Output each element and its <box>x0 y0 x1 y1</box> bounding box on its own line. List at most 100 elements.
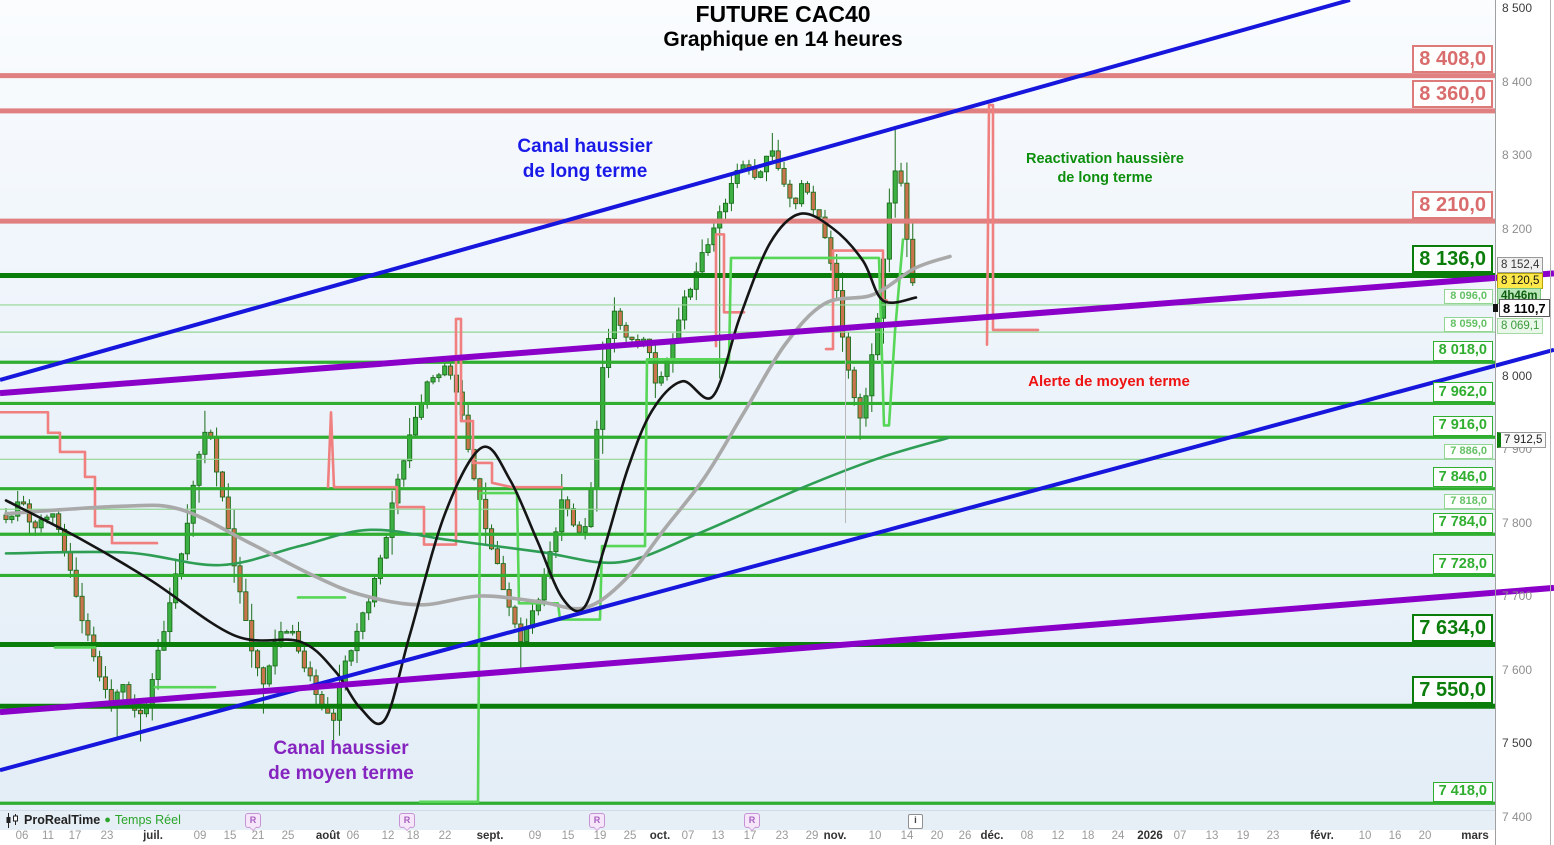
annotation-long-term-channel[interactable]: Canal haussier de long terme <box>517 136 653 183</box>
platform-branding: ProRealTime ● Temps Réel <box>5 812 181 828</box>
price-level-label[interactable]: 7 846,0 <box>1432 467 1493 488</box>
brand-name: ProRealTime <box>24 813 101 827</box>
axis-price-label: 7 500 <box>1502 736 1533 750</box>
axis-date-label: nov. <box>823 830 847 842</box>
axis-date-label: 23 <box>775 830 789 842</box>
axis-separator-line <box>1495 0 1496 845</box>
axis-date-label: 10 <box>1358 830 1372 842</box>
axis-date-label: 18 <box>1081 830 1095 842</box>
axis-date-label: déc. <box>980 830 1004 842</box>
axis-date-label: 16 <box>1388 830 1402 842</box>
axis-date-label: 26 <box>958 830 972 842</box>
axis-date-label: 24 <box>1111 830 1125 842</box>
price-level-label[interactable]: 8 018,0 <box>1432 340 1493 361</box>
price-level-label[interactable]: 8 210,0 <box>1412 190 1493 219</box>
chart-title: FUTURE CAC40 Graphique en 14 heures <box>583 1 983 52</box>
axis-price-label: 8 200 <box>1502 221 1533 236</box>
axis-date-label: 09 <box>193 830 207 842</box>
axis-price-label: 8 400 <box>1502 74 1533 89</box>
axis-date-label: 22 <box>438 830 452 842</box>
indicator-price-tag: 8 152,4 <box>1497 257 1544 273</box>
axis-date-label: 19 <box>1236 830 1250 842</box>
indicator-price-tag: 8 120,5 <box>1497 273 1544 289</box>
trend-channels-layer <box>0 0 1554 773</box>
price-level-label[interactable]: 7 916,0 <box>1432 415 1493 436</box>
axis-date-label: 21 <box>251 830 265 842</box>
annotation-medium-term-alert[interactable]: Alerte de moyen terme <box>1028 373 1190 390</box>
axis-date-label: 06 <box>346 830 360 842</box>
price-level-label[interactable]: 7 418,0 <box>1432 781 1493 802</box>
axis-date-label: 07 <box>681 830 695 842</box>
axis-date-label: 12 <box>1051 830 1065 842</box>
axis-date-label: 12 <box>381 830 395 842</box>
axis-date-label: 06 <box>15 830 29 842</box>
axis-date-label: 18 <box>406 830 420 842</box>
axis-date-label: 2026 <box>1137 830 1163 842</box>
axis-date-label: 29 <box>805 830 819 842</box>
annotation-medium-term-channel[interactable]: Canal haussier de moyen terme <box>268 738 414 785</box>
price-level-label[interactable]: 7 962,0 <box>1432 381 1493 402</box>
axis-date-label: 13 <box>711 830 725 842</box>
axis-date-label: 23 <box>1266 830 1280 842</box>
axis-price-label: 7 800 <box>1502 515 1533 530</box>
dividend-marker-r[interactable]: R <box>399 813 415 828</box>
last-price-tag: 8 110,7 <box>1493 299 1550 317</box>
price-level-label[interactable]: 7 784,0 <box>1432 512 1493 533</box>
horizontal-levels-layer <box>0 73 1495 805</box>
axis-date-label: oct. <box>649 830 671 842</box>
realtime-status-label: Temps Réel <box>114 813 181 827</box>
axis-date-label: 11 <box>42 830 54 842</box>
axis-date-label: 13 <box>1205 830 1219 842</box>
price-level-label[interactable]: 7 728,0 <box>1432 553 1493 574</box>
axis-price-label: 8 300 <box>1502 148 1533 162</box>
price-level-label[interactable]: 8 408,0 <box>1412 45 1493 74</box>
axis-date-label: 23 <box>100 830 114 842</box>
price-level-label[interactable]: 8 059,0 <box>1444 316 1493 332</box>
price-level-label[interactable]: 7 818,0 <box>1444 493 1493 509</box>
axis-date-label: févr. <box>1310 830 1334 842</box>
axis-date-label: 17 <box>68 830 82 842</box>
axis-date-label: mars <box>1461 830 1489 842</box>
axis-date-label: 20 <box>1418 830 1432 842</box>
axis-date-label: 08 <box>1020 830 1034 842</box>
timeframe-subtitle: Graphique en 14 heures <box>663 28 903 51</box>
trailing-stops-layer <box>0 103 1040 804</box>
moving-averages-layer <box>4 212 952 726</box>
info-marker[interactable]: i <box>908 814 923 829</box>
indicator-price-tag: 8 069,1 <box>1497 318 1544 334</box>
axis-price-label: 8 000 <box>1502 368 1533 383</box>
axis-date-label: 19 <box>593 830 607 842</box>
axis-date-label: sept. <box>476 830 504 842</box>
axis-date-label: 17 <box>743 830 757 842</box>
dividend-marker-r[interactable]: R <box>245 813 261 828</box>
dividend-marker-r[interactable]: R <box>589 813 605 828</box>
window-edge-line <box>1550 0 1551 845</box>
realtime-status-dot: ● <box>104 814 111 826</box>
axis-date-label: 14 <box>900 830 914 842</box>
axis-date-label: 25 <box>281 830 295 842</box>
price-level-label[interactable]: 7 886,0 <box>1444 443 1493 459</box>
axis-price-label: 8 500 <box>1502 1 1533 15</box>
axis-date-label: 15 <box>223 830 237 842</box>
axis-date-label: 25 <box>623 830 637 842</box>
axis-date-label: 15 <box>561 830 575 842</box>
axis-price-label: 7 700 <box>1502 589 1533 603</box>
axis-date-label: juil. <box>143 830 163 842</box>
indicator-price-tag: 7 912,5 <box>1497 432 1547 448</box>
axis-date-label: 10 <box>868 830 882 842</box>
dividend-marker-r[interactable]: R <box>744 813 760 828</box>
axis-price-label: 7 400 <box>1502 809 1533 824</box>
price-level-label[interactable]: 7 634,0 <box>1412 614 1493 642</box>
price-level-label[interactable]: 7 550,0 <box>1412 675 1493 704</box>
axis-date-label: 09 <box>528 830 542 842</box>
axis-date-label: août <box>315 830 341 842</box>
price-level-label[interactable]: 8 096,0 <box>1444 289 1493 305</box>
price-level-label[interactable]: 8 360,0 <box>1412 80 1493 109</box>
axis-date-label: 07 <box>1173 830 1187 842</box>
axis-price-label: 7 600 <box>1502 662 1533 677</box>
instrument-name: FUTURE CAC40 <box>695 1 871 27</box>
price-level-label[interactable]: 8 136,0 <box>1412 245 1493 274</box>
annotation-bullish-reactivation[interactable]: Reactivation haussière de long terme <box>1026 151 1184 187</box>
